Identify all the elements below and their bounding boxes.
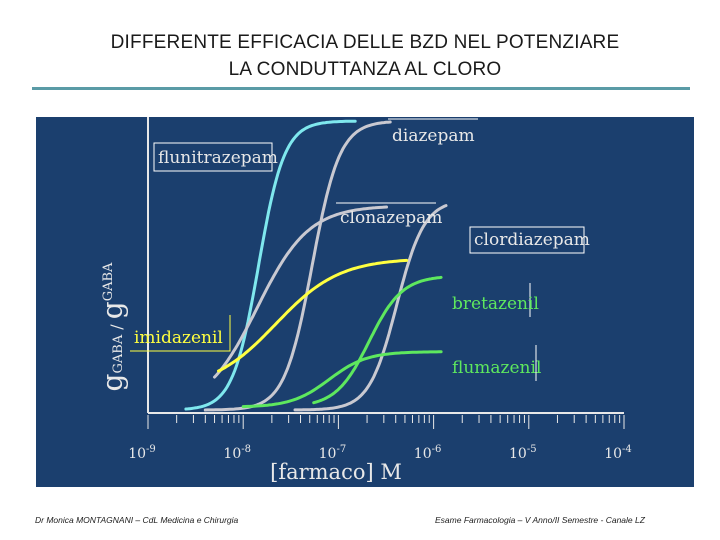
curves-layer [184, 119, 448, 412]
curve-bretazenil [312, 275, 443, 405]
x-tick-label: 10-6 [414, 444, 442, 462]
y-axis-label-sub2: GABA [101, 262, 116, 301]
curve-flumazenil [241, 350, 443, 409]
slide-title-line-1: DIFFERENTE EFFICACIA DELLE BZD NEL POTEN… [110, 32, 620, 53]
curve-clonazepam [213, 205, 388, 379]
label-box [153, 142, 273, 172]
label-text-diazepam: diazepam [392, 126, 475, 146]
y-axis-label: gGABA / gGABA [96, 262, 129, 391]
x-tick-label: 10-4 [604, 444, 632, 462]
footer-course: Esame Farmacologia – V Anno/II Semestre … [435, 515, 645, 525]
y-axis-label-sub1: GABA [111, 334, 126, 373]
label-diazepam: diazepam [388, 118, 478, 146]
x-tick-label: 10-9 [128, 444, 156, 462]
curve-imidazenil [217, 258, 409, 373]
label-clordiazepam: clordiazepam [469, 226, 590, 254]
x-tick-label: 10-8 [223, 444, 251, 462]
x-tick-label: 10-7 [319, 444, 347, 462]
label-text-flunitrazepam: flunitrazepam [158, 148, 278, 168]
dose-response-chart: flunitrazepam diazepam clonazepam clordiaze… [36, 117, 694, 487]
label-box [130, 315, 231, 352]
label-clonazepam: clonazepam [336, 202, 442, 228]
curve-labels-layer: flunitrazepam diazepam clonazepam clordiaze… [130, 118, 590, 381]
label-bretazenil: bretazenil [452, 283, 539, 317]
x-tick-label: 10-5 [509, 444, 537, 462]
label-text-imidazenil: imidazenil [134, 328, 223, 348]
footer-author: Dr Monica MONTAGNANI – CdL Medicina e Ch… [35, 515, 239, 525]
chart-background [36, 117, 694, 487]
y-axis-label-g1: g [96, 373, 129, 391]
label-text-bretazenil: bretazenil [452, 294, 539, 314]
label-flumazenil: flumazenil [452, 345, 541, 381]
label-flunitrazepam: flunitrazepam [153, 142, 278, 172]
label-text-clordiazepam: clordiazepam [474, 230, 590, 250]
x-axis-label: [farmaco] M [270, 460, 402, 484]
y-axis-label-sep: / [107, 319, 126, 335]
curve-flunitrazepam [184, 119, 357, 411]
curve-diazepam [203, 120, 392, 412]
curve-clordiazepam [293, 204, 448, 412]
label-imidazenil: imidazenil [130, 315, 231, 352]
title-divider [32, 87, 690, 90]
slide-title-line-2: LA CONDUTTANZA AL CLORO [228, 59, 502, 80]
chart-panel: flunitrazepam diazepam clonazepam clordiaze… [36, 117, 694, 487]
label-box [469, 226, 585, 254]
x-axis-ticks [147, 415, 625, 429]
label-text-clonazepam: clonazepam [340, 208, 442, 228]
label-text-flumazenil: flumazenil [452, 358, 541, 378]
y-axis-label-g2: g [96, 301, 129, 319]
